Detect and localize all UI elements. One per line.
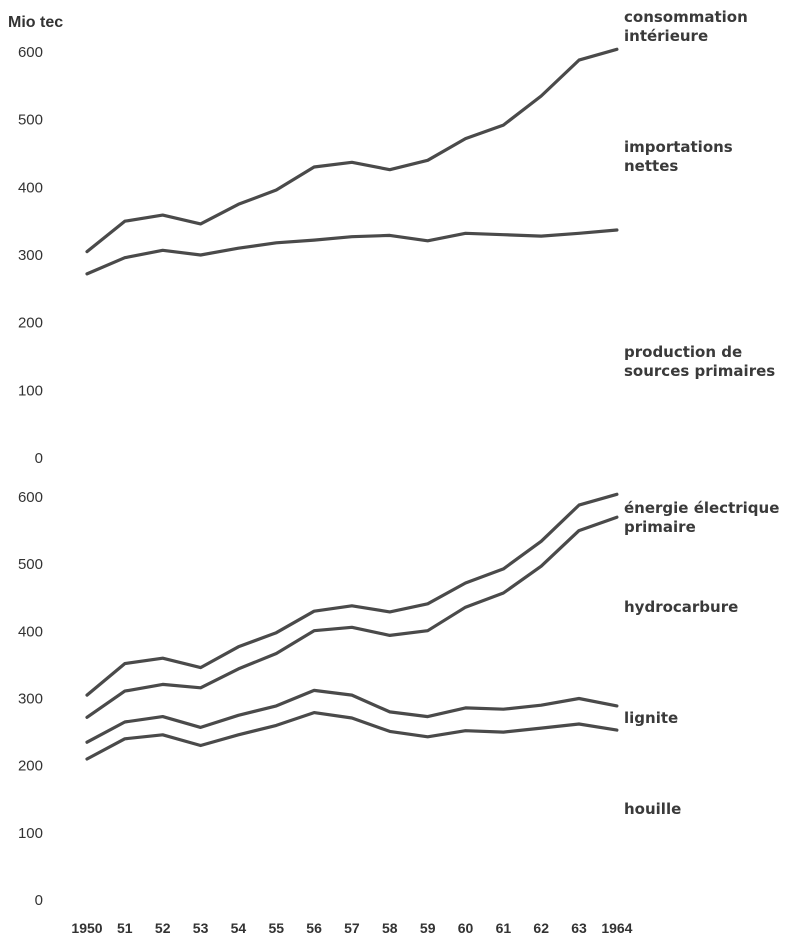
- bottom-panel: 0 100 200 300 400 500 600 énergie électriquepri…: [18, 489, 779, 909]
- y-tick-label: 200: [18, 315, 43, 332]
- area-label: consommation: [624, 8, 748, 26]
- x-tick-label: 59: [420, 920, 436, 936]
- y-tick-label: 300: [18, 691, 43, 708]
- y-tick-label: 500: [18, 112, 43, 129]
- series-line-énergie-électrique-primaire: [85, 492, 619, 697]
- series-line-houille: [85, 710, 619, 761]
- x-tick-label: 60: [458, 920, 474, 936]
- x-tick-label: 55: [269, 920, 285, 936]
- y-tick-label: 300: [18, 247, 43, 264]
- x-axis: 1950 51 52 53 54 55 56 57 58 59 60 61 62 63 1964: [71, 920, 632, 936]
- area-label: lignite: [624, 709, 678, 727]
- x-tick-label: 54: [231, 920, 247, 936]
- series-line-consommation-intérieure: [85, 47, 619, 254]
- series-line-lignite: [85, 688, 619, 744]
- x-tick-label: 1950: [71, 920, 102, 936]
- y-tick-label: 600: [18, 489, 43, 506]
- y-tick-label: 200: [18, 758, 43, 775]
- y-tick-label: 0: [35, 450, 43, 467]
- x-tick-label: 58: [382, 920, 398, 936]
- x-tick-label: 56: [306, 920, 322, 936]
- y-axis-unit-label: Mio tec: [8, 14, 63, 31]
- series-line-production-de-sources-primaires: [85, 228, 619, 276]
- x-tick-label: 1964: [601, 920, 632, 936]
- area-label: importations: [624, 138, 733, 156]
- y-tick-label: 100: [18, 825, 43, 842]
- x-tick-label: 53: [193, 920, 209, 936]
- area-label: production de: [624, 343, 742, 361]
- area-label: primaire: [624, 518, 696, 536]
- y-tick-label: 600: [18, 44, 43, 61]
- area-label: nettes: [624, 157, 678, 175]
- series-line-hydrocarbure: [85, 515, 619, 719]
- x-tick-label: 57: [344, 920, 360, 936]
- top-panel: 0 100 200 300 400 500 600 consommationintérieur…: [18, 8, 775, 467]
- x-tick-label: 52: [155, 920, 171, 936]
- area-label: intérieure: [624, 27, 708, 45]
- y-tick-label: 400: [18, 179, 43, 196]
- x-tick-label: 62: [533, 920, 549, 936]
- y-tick-label: 0: [35, 892, 43, 909]
- y-tick-label: 100: [18, 382, 43, 399]
- y-tick-label: 500: [18, 556, 43, 573]
- x-tick-label: 51: [117, 920, 133, 936]
- y-tick-label: 400: [18, 623, 43, 640]
- area-label: énergie électrique: [624, 499, 779, 517]
- area-label: hydrocarbure: [624, 598, 738, 616]
- x-tick-label: 63: [571, 920, 587, 936]
- area-label: houille: [624, 800, 681, 818]
- x-tick-label: 61: [496, 920, 512, 936]
- area-label: sources primaires: [624, 362, 775, 380]
